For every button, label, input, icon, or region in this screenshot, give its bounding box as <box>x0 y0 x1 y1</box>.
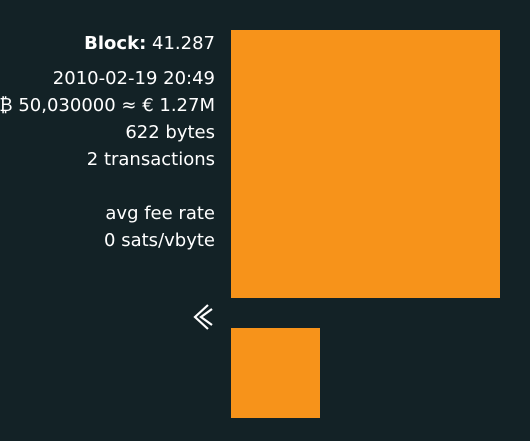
block-tx-count: 2 transactions <box>86 149 215 170</box>
block-height-value: 41.287 <box>152 33 215 54</box>
block-visual-large[interactable] <box>231 30 500 298</box>
fee-rate-value: 0 sats/vbyte <box>104 230 215 251</box>
fee-rate-label: avg fee rate <box>105 203 215 224</box>
block-label: Block: <box>84 33 147 54</box>
block-size: 622 bytes <box>125 122 215 143</box>
block-height-row: Block: 41.287 <box>0 30 215 57</box>
chevron-left-icon[interactable] <box>188 302 218 332</box>
block-info-panel: Block: 41.287 2010-02-19 20:49 ₿ 50,0300… <box>0 30 215 254</box>
block-value: ₿ 50,030000 ≈ € 1.27M <box>0 95 215 116</box>
block-timestamp: 2010-02-19 20:49 <box>52 68 215 89</box>
chevron-left-svg <box>193 304 213 330</box>
spacer <box>0 173 215 200</box>
block-visual-small[interactable] <box>231 328 320 418</box>
